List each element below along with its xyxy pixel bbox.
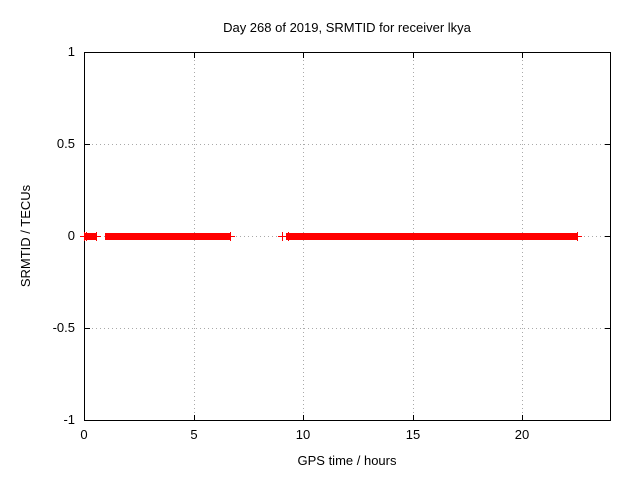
- data-point-plus: [96, 232, 97, 241]
- data-segment: [105, 233, 231, 240]
- y-tick-label--1: -1: [63, 412, 75, 427]
- x-tick-label-10: 10: [295, 427, 311, 442]
- chart-title: Day 268 of 2019, SRMTID for receiver lky…: [223, 20, 471, 35]
- y-tick-label-0.5: 0.5: [56, 136, 75, 151]
- y-tick-right: [605, 328, 610, 329]
- data-point-plus: [282, 232, 283, 241]
- y-tick-right: [605, 420, 610, 421]
- y-tick-left: [85, 144, 90, 145]
- x-tick-bottom: [84, 415, 85, 420]
- data-point-plus: [86, 232, 87, 241]
- x-tick-top: [194, 53, 195, 58]
- x-tick-bottom: [303, 415, 304, 420]
- y-tick-left: [85, 420, 90, 421]
- x-tick-top: [84, 53, 85, 58]
- x-tick-bottom: [194, 415, 195, 420]
- x-tick-top: [303, 53, 304, 58]
- y-tick-right: [605, 236, 610, 237]
- y-tick-right: [605, 52, 610, 53]
- x-tick-bottom: [522, 415, 523, 420]
- x-axis-label: GPS time / hours: [297, 453, 397, 468]
- y-tick-label--0.5: -0.5: [52, 320, 75, 335]
- data-point-plus: [288, 232, 289, 241]
- data-point-plus: [577, 232, 578, 241]
- y-tick-left: [85, 328, 90, 329]
- data-segment: [286, 233, 415, 240]
- x-tick-label-5: 5: [190, 427, 198, 442]
- x-tick-label-15: 15: [405, 427, 421, 442]
- y-tick-label-0: 0: [67, 228, 75, 243]
- x-tick-label-0: 0: [80, 427, 88, 442]
- x-tick-bottom: [413, 415, 414, 420]
- x-tick-top: [522, 53, 523, 58]
- data-point-plus: [230, 232, 231, 241]
- y-tick-label-1: 1: [67, 44, 75, 59]
- data-segment: [410, 233, 577, 240]
- x-tick-top: [413, 53, 414, 58]
- x-tick-label-20: 20: [514, 427, 530, 442]
- y-tick-right: [605, 144, 610, 145]
- y-tick-left: [85, 52, 90, 53]
